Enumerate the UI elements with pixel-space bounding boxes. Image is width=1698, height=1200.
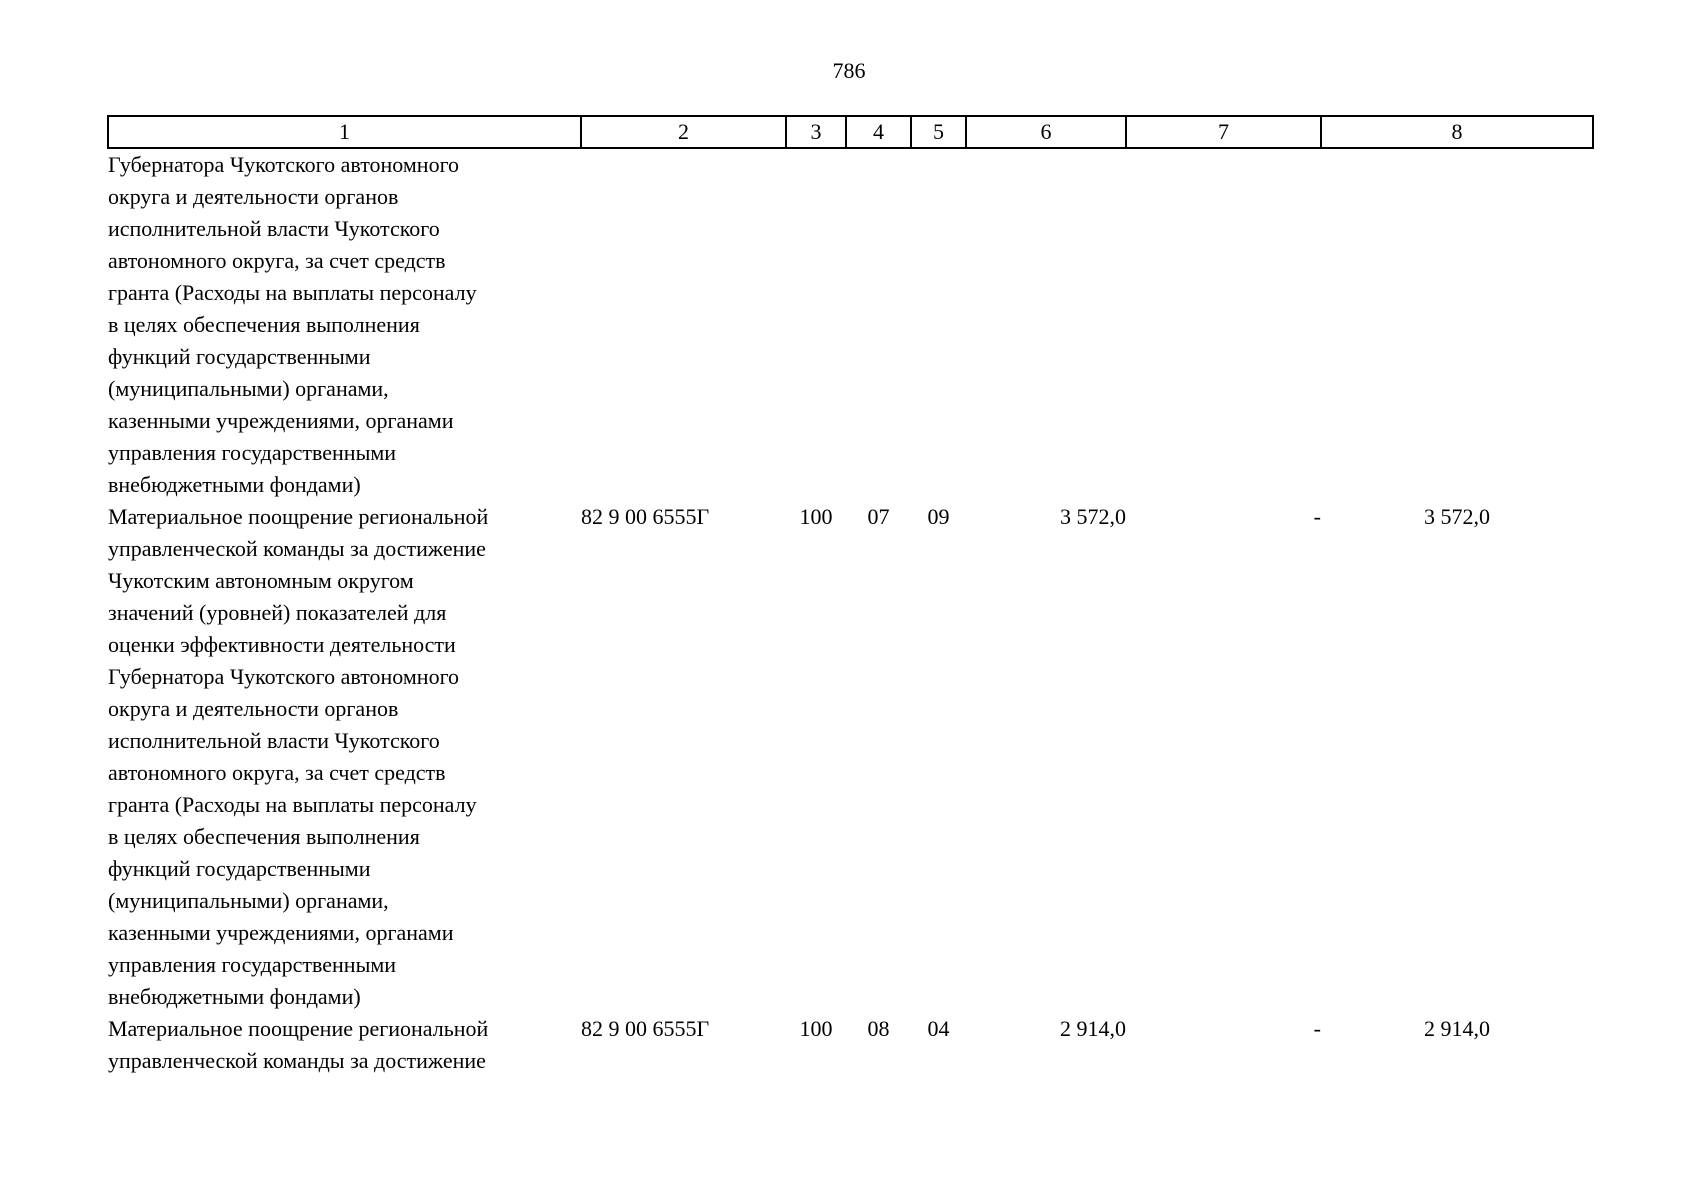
column-header-8: 8 xyxy=(1320,115,1594,149)
cell-csr-code: 82 9 00 6555Г xyxy=(581,504,710,529)
budget-table: 1 2 3 4 5 6 7 8 Губернатора Чукотского а… xyxy=(107,115,1594,1077)
column-header-7: 7 xyxy=(1125,115,1322,149)
cell-pr: 04 xyxy=(927,1016,950,1041)
column-header-1: 1 xyxy=(107,115,582,149)
column-header-5: 5 xyxy=(910,115,967,149)
cell-vr: 100 xyxy=(799,504,833,529)
cell-name: Материальное поощрение региональной упра… xyxy=(108,1016,489,1073)
cell-rz xyxy=(846,148,911,501)
cell-pr xyxy=(911,148,966,501)
cell-amount-8 xyxy=(1321,148,1593,501)
table-row: Материальное поощрение региональной упра… xyxy=(108,1013,1593,1077)
column-header-4: 4 xyxy=(845,115,912,149)
cell-amount-6 xyxy=(966,148,1126,501)
cell-csr-code: 82 9 00 6555Г xyxy=(581,1016,710,1041)
cell-amount-8: 3 572,0 xyxy=(1424,504,1490,529)
table-row: Губернатора Чукотского автономного округ… xyxy=(108,148,1593,501)
column-header-6: 6 xyxy=(965,115,1127,149)
cell-vr xyxy=(786,148,846,501)
cell-rz: 08 xyxy=(867,1016,890,1041)
cell-amount-8: 2 914,0 xyxy=(1424,1016,1490,1041)
cell-rz: 07 xyxy=(867,504,890,529)
table-header-row: 1 2 3 4 5 6 7 8 xyxy=(107,115,1594,149)
cell-amount-7: - xyxy=(1313,504,1321,529)
cell-csr-code xyxy=(581,148,786,501)
cell-vr: 100 xyxy=(799,1016,833,1041)
cell-pr: 09 xyxy=(927,504,950,529)
cell-amount-6: 2 914,0 xyxy=(1060,1016,1126,1041)
column-header-2: 2 xyxy=(580,115,787,149)
cell-name: Материальное поощрение региональной упра… xyxy=(108,504,489,1009)
column-header-3: 3 xyxy=(785,115,847,149)
cell-amount-7 xyxy=(1126,148,1321,501)
table-row: Материальное поощрение региональной упра… xyxy=(108,501,1593,1013)
cell-amount-6: 3 572,0 xyxy=(1060,504,1126,529)
cell-amount-7: - xyxy=(1313,1016,1321,1041)
cell-name: Губернатора Чукотского автономного округ… xyxy=(108,152,477,497)
page-number: 786 xyxy=(832,58,866,83)
